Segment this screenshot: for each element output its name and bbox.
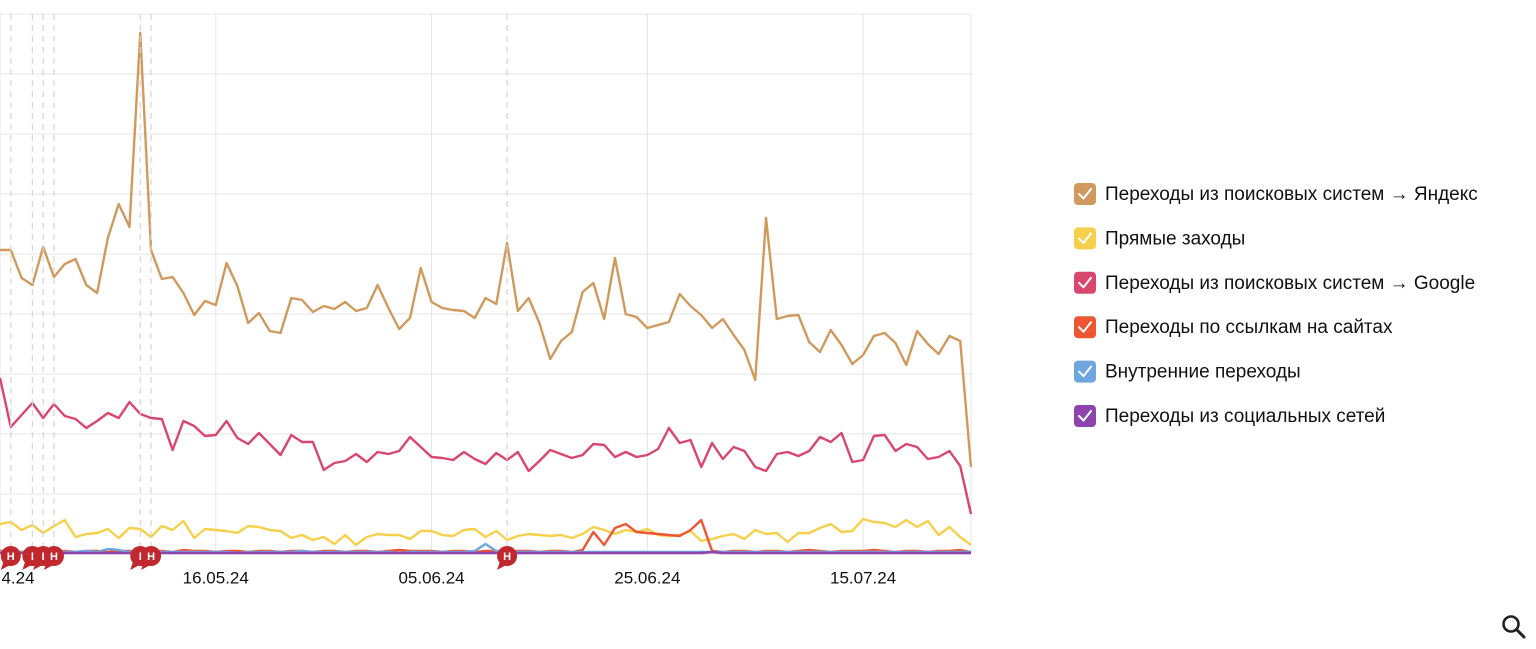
search-handle	[1515, 628, 1526, 639]
legend-label: Внутренние переходы	[1105, 362, 1301, 383]
x-tick-label: 05.06.24	[398, 568, 464, 587]
legend-item[interactable]: Переходы по ссылкам на сайтах	[1074, 316, 1393, 338]
annotation-label: H	[147, 551, 155, 563]
x-tick-label: 25.06.24	[614, 568, 680, 587]
series-line	[0, 550, 971, 555]
x-tick-label: 4.24	[1, 568, 34, 587]
legend-label: Переходы из поисковых систем → Google	[1105, 273, 1475, 294]
legend-checkbox[interactable]	[1074, 183, 1096, 205]
legend-check	[1078, 321, 1092, 333]
legend-item[interactable]: Переходы из социальных сетей	[1074, 405, 1385, 427]
legend-item[interactable]: Внутренние переходы	[1074, 360, 1301, 383]
legend-item[interactable]: Прямые заходы	[1074, 227, 1245, 249]
annotation-label: I	[31, 551, 34, 563]
search-icon[interactable]	[1502, 615, 1526, 639]
legend-check	[1078, 188, 1092, 200]
legend-check	[1078, 276, 1092, 289]
series-line	[0, 31, 973, 468]
legend-label: Переходы из поисковых систем → Яндекс	[1105, 184, 1478, 205]
legend-label: Переходы по ссылкам на сайтах	[1105, 317, 1393, 338]
annotation-label: H	[50, 551, 58, 563]
legend-label: Переходы из социальных сетей	[1105, 406, 1385, 427]
lines	[0, 31, 973, 555]
legend-checkbox[interactable]	[1074, 271, 1096, 294]
annotation-label: I	[42, 551, 45, 563]
series-line	[0, 377, 973, 515]
x-axis: 4.24 16.05.24 05.06.24 25.06.24 15.07.24	[1, 568, 896, 587]
grid	[0, 13, 972, 555]
x-tick-label: 15.07.24	[830, 568, 896, 587]
annotation-label: I	[139, 551, 142, 563]
legend-label: Прямые заходы	[1105, 228, 1245, 249]
legend-item[interactable]: Переходы из поисковых систем → Google	[1074, 271, 1475, 294]
search-lens	[1502, 615, 1520, 633]
legend-check	[1078, 232, 1092, 244]
legend: Переходы из поисковых систем → Яндекс Пря…	[1074, 183, 1478, 427]
legend-checkbox[interactable]	[1074, 405, 1096, 427]
annotation-bubble[interactable]	[0, 546, 21, 566]
annotation-bubble[interactable]	[141, 546, 162, 566]
legend-check	[1078, 410, 1092, 422]
annotation-bubble[interactable]	[497, 546, 518, 566]
annotation-bubble[interactable]	[43, 546, 64, 566]
legend-checkbox[interactable]	[1074, 316, 1096, 339]
legend-checkbox[interactable]	[1074, 227, 1096, 250]
annotation-label: H	[7, 551, 15, 563]
x-tick-label: 16.05.24	[183, 568, 249, 587]
annotation-label: H	[503, 551, 511, 563]
legend-check	[1078, 365, 1092, 378]
series-line	[0, 517, 972, 547]
legend-item[interactable]: Переходы из поисковых систем → Яндекс	[1074, 183, 1478, 205]
legend-checkbox[interactable]	[1074, 360, 1096, 383]
